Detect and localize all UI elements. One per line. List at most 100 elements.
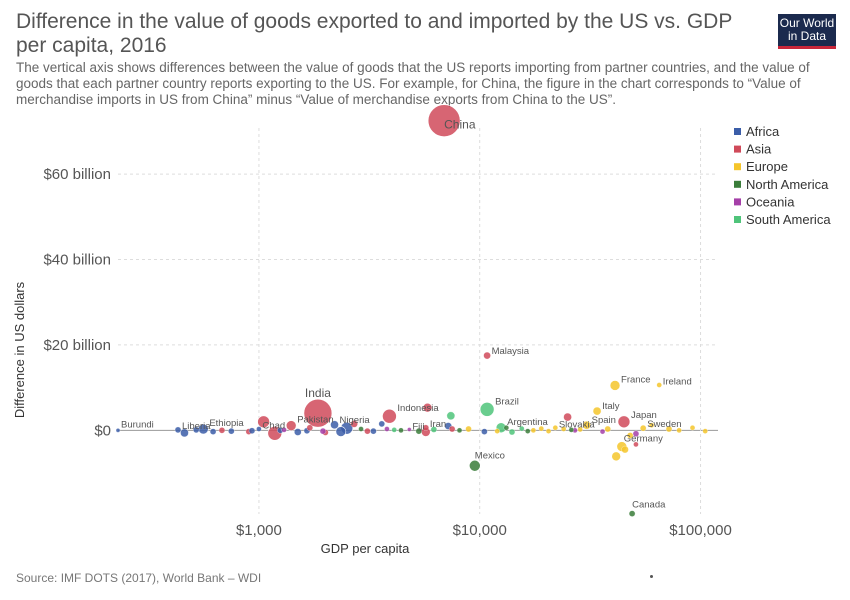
data-point[interactable]	[665, 425, 673, 433]
data-point[interactable]	[689, 425, 696, 431]
legend-swatch[interactable]	[734, 145, 741, 153]
data-point[interactable]	[218, 427, 226, 434]
data-point[interactable]	[398, 427, 404, 433]
data-point[interactable]	[446, 411, 455, 420]
data-point[interactable]	[281, 427, 287, 433]
data-point[interactable]	[319, 428, 327, 435]
data-point-india[interactable]	[303, 398, 333, 428]
data-point[interactable]	[364, 428, 371, 435]
data-point[interactable]	[519, 425, 525, 432]
data-point[interactable]	[391, 427, 397, 433]
data-point[interactable]	[430, 426, 438, 433]
data-point[interactable]	[448, 425, 456, 433]
data-point[interactable]	[621, 445, 629, 454]
point-label: Liberia	[182, 421, 211, 432]
point-layer	[115, 104, 708, 517]
data-point[interactable]	[702, 428, 708, 434]
data-point[interactable]	[577, 426, 583, 433]
legend-label[interactable]: South America	[746, 212, 831, 227]
data-point-slovakia[interactable]	[552, 425, 558, 431]
data-point-china[interactable]	[427, 104, 461, 137]
data-point[interactable]	[422, 402, 433, 413]
data-point[interactable]	[545, 428, 552, 434]
data-point[interactable]	[193, 426, 200, 434]
data-point[interactable]	[370, 428, 377, 435]
data-point-sweden[interactable]	[640, 425, 647, 432]
data-point[interactable]	[633, 441, 639, 448]
data-point[interactable]	[525, 428, 531, 434]
data-point-mexico[interactable]	[469, 459, 481, 472]
data-point[interactable]	[358, 426, 364, 432]
data-point[interactable]	[538, 425, 544, 432]
x-tick-label: $10,000	[453, 522, 507, 539]
data-point[interactable]	[481, 428, 488, 435]
legend-swatch[interactable]	[734, 163, 741, 171]
data-point-japan[interactable]	[617, 415, 631, 429]
data-point-chad[interactable]	[256, 426, 262, 432]
point-label: China	[444, 118, 476, 132]
data-point[interactable]	[257, 415, 270, 429]
legend[interactable]: Africa Asia Europe North America Oceania Sout…	[734, 124, 831, 227]
data-point[interactable]	[494, 428, 500, 434]
data-point-france[interactable]	[609, 380, 621, 391]
data-point[interactable]	[209, 428, 217, 435]
legend-swatch[interactable]	[734, 128, 741, 135]
data-point[interactable]	[604, 425, 611, 433]
data-point[interactable]	[180, 428, 189, 438]
data-point[interactable]	[611, 451, 621, 462]
legend-label[interactable]: Europe	[746, 159, 788, 174]
data-point-liberia[interactable]	[174, 426, 182, 434]
point-label: Pakistan	[297, 415, 333, 426]
data-point-italy[interactable]	[592, 406, 602, 416]
x-tick-label: $100,000	[669, 522, 732, 539]
data-point-pakistan[interactable]	[285, 420, 297, 431]
data-point[interactable]	[676, 427, 682, 433]
data-point-brazil[interactable]	[479, 402, 495, 417]
data-point[interactable]	[228, 428, 235, 435]
logo-line-2: in Data	[787, 29, 827, 43]
point-label: Malaysia	[492, 346, 530, 357]
data-point[interactable]	[648, 422, 655, 428]
data-point[interactable]	[465, 425, 472, 433]
y-tick-label: $60 billion	[43, 166, 111, 183]
data-point-malaysia[interactable]	[483, 351, 491, 360]
data-point[interactable]	[294, 428, 302, 436]
data-point-burundi[interactable]	[115, 428, 121, 433]
data-point[interactable]	[563, 412, 572, 422]
data-point-indonesia[interactable]	[382, 408, 397, 424]
data-point[interactable]	[378, 420, 385, 428]
data-point[interactable]	[415, 428, 422, 435]
legend-label[interactable]: Asia	[746, 142, 772, 157]
data-point[interactable]	[530, 427, 537, 433]
data-point[interactable]	[350, 420, 358, 428]
data-point-nigeria[interactable]	[330, 420, 339, 429]
legend-swatch[interactable]	[734, 216, 741, 223]
data-point[interactable]	[456, 427, 463, 433]
legend-swatch[interactable]	[734, 180, 741, 188]
legend-label[interactable]: Africa	[746, 124, 780, 139]
data-point[interactable]	[599, 428, 606, 435]
data-point[interactable]	[632, 430, 640, 437]
data-point[interactable]	[248, 427, 256, 434]
data-point[interactable]	[568, 427, 574, 433]
data-point[interactable]	[306, 424, 313, 431]
data-point-spain[interactable]	[582, 421, 591, 430]
tick-layer: $0 $20 billion $40 billion $60 billion $1,00…	[43, 166, 731, 539]
data-point-fiji[interactable]	[407, 427, 412, 432]
owid-logo[interactable]: Our World in Data	[778, 14, 836, 49]
data-point[interactable]	[384, 426, 390, 432]
legend-label[interactable]: Oceania	[746, 194, 795, 209]
legend-swatch[interactable]	[734, 198, 741, 206]
source-note[interactable]: Source: IMF DOTS (2017), World Bank – WD…	[16, 571, 262, 585]
data-point[interactable]	[335, 426, 347, 437]
data-point-ireland[interactable]	[656, 382, 662, 388]
point-label: Sweden	[647, 419, 681, 430]
legend-label[interactable]: North America	[746, 177, 829, 192]
data-point-iran[interactable]	[422, 424, 429, 431]
data-point[interactable]	[561, 426, 567, 432]
data-point[interactable]	[508, 428, 516, 436]
data-point[interactable]	[626, 432, 634, 439]
data-point-canada[interactable]	[628, 510, 636, 517]
grid-layer	[118, 128, 718, 514]
data-point[interactable]	[503, 425, 509, 431]
